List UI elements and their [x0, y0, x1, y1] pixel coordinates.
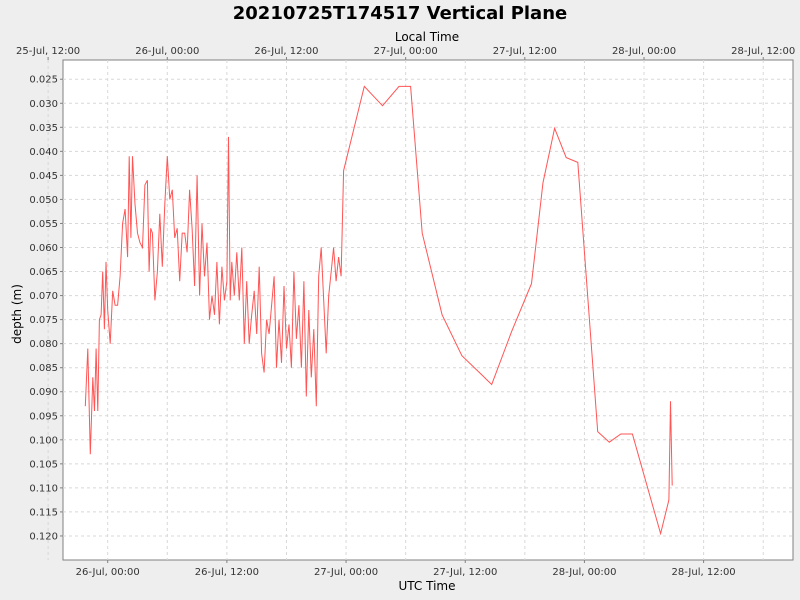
x2-tick-label: 27-Jul, 00:00: [374, 46, 438, 57]
x-axis-label: UTC Time: [399, 579, 456, 593]
x2-tick-label: 28-Jul, 00:00: [612, 46, 676, 57]
y-tick-label: 0.110: [29, 483, 58, 494]
x-tick-label: 27-Jul, 00:00: [314, 567, 378, 578]
y-tick-label: 0.080: [29, 339, 58, 350]
y-tick-label: 0.075: [29, 315, 58, 326]
x-tick-label: 28-Jul, 00:00: [552, 567, 616, 578]
plot-area: [62, 59, 794, 561]
y-tick-label: 0.045: [29, 171, 58, 182]
y-tick-label: 0.050: [29, 195, 58, 206]
series-line: [84, 85, 673, 536]
y-tick-label: 0.095: [29, 411, 58, 422]
y-tick-label: 0.035: [29, 123, 58, 134]
y-tick-label: 0.085: [29, 363, 58, 374]
x-tick-label: 27-Jul, 12:00: [433, 567, 497, 578]
x-axis-ticks: 26-Jul, 00:00 26-Jul, 12:00 27-Jul, 00:00 2…: [76, 560, 736, 578]
y-tick-label: 0.115: [29, 507, 58, 518]
y-tick-label: 0.105: [29, 459, 58, 470]
x2-tick-label: 26-Jul, 00:00: [135, 46, 199, 57]
y-axis-ticks: 0.025 0.030 0.035 0.040 0.045 0.050 0.055 0.060…: [29, 75, 63, 542]
x2-tick-label: 26-Jul, 12:00: [254, 46, 318, 57]
y-tick-label: 0.030: [29, 99, 58, 110]
y-axis-label: depth (m): [10, 284, 24, 344]
x-tick-label: 28-Jul, 12:00: [672, 567, 736, 578]
x2-tick-label: 27-Jul, 12:00: [493, 46, 557, 57]
y-tick-label: 0.065: [29, 267, 58, 278]
y-tick-label: 0.070: [29, 291, 58, 302]
x2-tick-label: 28-Jul, 12:00: [731, 46, 795, 57]
x-tick-label: 26-Jul, 12:00: [195, 567, 259, 578]
x-tick-label: 26-Jul, 00:00: [76, 567, 140, 578]
y-tick-label: 0.025: [29, 75, 58, 86]
y-tick-label: 0.120: [29, 531, 58, 542]
x2-tick-label: 25-Jul, 12:00: [16, 46, 80, 57]
y-tick-label: 0.040: [29, 147, 58, 158]
y-tick-label: 0.100: [29, 435, 58, 446]
y-tick-label: 0.060: [29, 243, 58, 254]
series-layer: [84, 85, 673, 536]
x2-axis-ticks: 25-Jul, 12:00 26-Jul, 00:00 26-Jul, 12:00 2…: [16, 46, 795, 60]
x2-axis-label: Local Time: [395, 30, 459, 44]
y-tick-label: 0.090: [29, 387, 58, 398]
chart-title: 20210725T174517 Vertical Plane: [233, 3, 567, 24]
y-tick-label: 0.055: [29, 219, 58, 230]
